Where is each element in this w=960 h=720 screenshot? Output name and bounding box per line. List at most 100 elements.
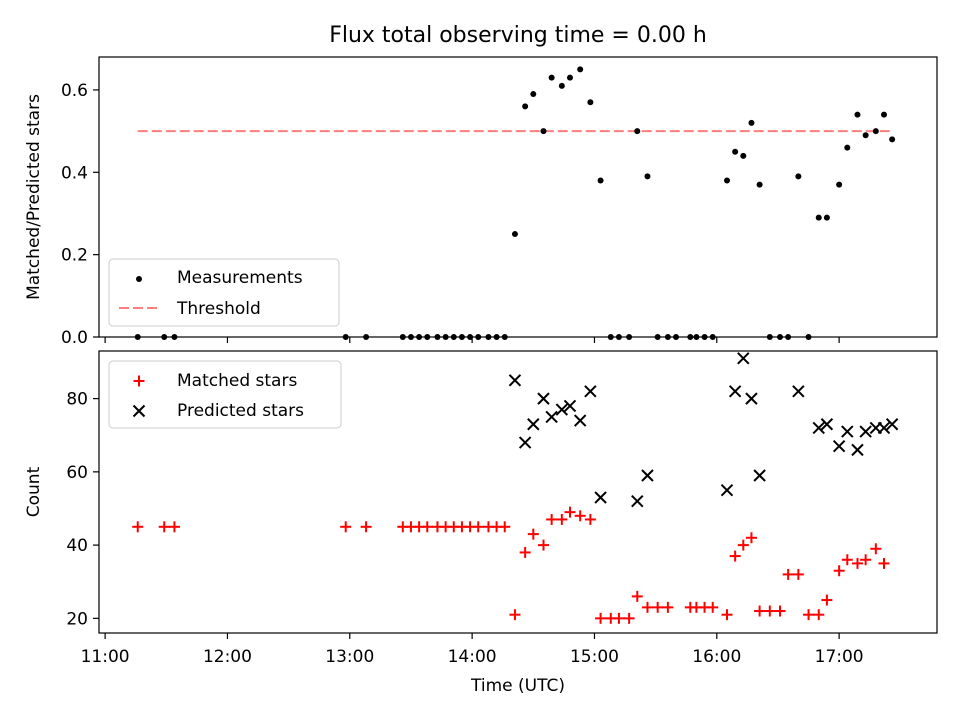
legend-predicted-label: Predicted stars xyxy=(177,401,304,421)
xtick-label: 12:00 xyxy=(203,647,252,667)
measurement-point xyxy=(889,136,896,143)
predicted-star-point xyxy=(508,374,522,387)
top-axes-frame xyxy=(98,56,938,338)
legend-measurements-label: Measurements xyxy=(177,268,303,288)
predicted-star-point xyxy=(573,414,587,427)
matched-star-point xyxy=(564,506,576,518)
predicted-star-point xyxy=(753,469,766,482)
bottom-legend-box xyxy=(108,360,342,429)
matched-star-point xyxy=(774,605,786,617)
matched-star-point xyxy=(860,554,872,566)
predicted-star-point xyxy=(792,385,805,398)
xlabel: Time (UTC) xyxy=(470,676,565,696)
measurement-point xyxy=(522,103,529,110)
predicted-star-point xyxy=(841,425,854,438)
predicted-star-point xyxy=(820,418,834,431)
legend-measurement-marker xyxy=(136,276,142,282)
xtick-label: 11:00 xyxy=(81,647,130,667)
xtick-label: 17:00 xyxy=(815,647,864,667)
matched-star-point xyxy=(833,565,845,577)
measurement-point xyxy=(815,214,822,221)
measurement-point xyxy=(485,334,492,340)
measurement-point xyxy=(434,334,441,340)
measurement-point xyxy=(644,173,651,180)
predicted-star-point xyxy=(885,418,899,431)
xtick-label: 16:00 xyxy=(692,647,741,667)
matched-star-point xyxy=(584,513,596,525)
matched-star-point xyxy=(499,521,511,533)
measurement-point xyxy=(416,334,423,340)
measurement-point xyxy=(399,334,406,340)
measurement-point xyxy=(424,334,431,340)
measurement-point xyxy=(805,334,812,340)
measurement-point xyxy=(732,148,739,155)
matched-star-point xyxy=(556,513,568,525)
matched-star-point xyxy=(803,609,815,621)
measurement-point xyxy=(587,99,594,106)
matched-star-point xyxy=(360,521,372,533)
measurement-point xyxy=(134,334,141,340)
matched-star-point xyxy=(870,543,882,555)
matched-star-point xyxy=(472,521,484,533)
matched-star-point xyxy=(792,568,804,580)
measurement-point xyxy=(766,334,773,340)
top-legend-box xyxy=(108,258,340,327)
measurement-point xyxy=(740,152,747,159)
top-plot-panel: 0.0 0.2 0.4 0.6 Matched/Predicted stars Measu… xyxy=(24,56,938,348)
measurement-point xyxy=(450,334,457,340)
xtick-label: 15:00 xyxy=(570,647,619,667)
bottom-ytick-label: 80 xyxy=(66,390,88,410)
matched-star-point xyxy=(821,594,833,606)
matched-star-point xyxy=(641,601,653,613)
measurement-point xyxy=(161,334,168,340)
measurement-point xyxy=(862,132,869,139)
legend-predicted-marker xyxy=(132,404,146,418)
predicted-star-point xyxy=(832,440,846,453)
legend-matched-marker xyxy=(133,375,145,387)
matched-star-point xyxy=(168,521,180,533)
xtick-label: 14:00 xyxy=(448,647,497,667)
bottom-axes-frame xyxy=(98,350,938,634)
measurement-point xyxy=(654,334,661,340)
measurement-point xyxy=(854,111,861,118)
measurement-point xyxy=(777,334,784,340)
measurement-point xyxy=(458,334,465,340)
measurement-point xyxy=(723,177,730,184)
predicted-star-point xyxy=(812,421,825,435)
top-ytick-label: 0.0 xyxy=(61,328,88,348)
matched-star-point xyxy=(132,521,144,533)
top-ytick-label: 0.4 xyxy=(61,163,88,183)
predicted-star-point xyxy=(641,469,654,482)
matched-star-point xyxy=(813,609,825,621)
matched-star-point xyxy=(613,612,625,624)
measurement-point xyxy=(342,334,349,340)
predicted-star-point xyxy=(537,392,550,405)
predicted-star-point xyxy=(545,410,558,424)
measurement-point xyxy=(687,334,694,340)
matched-star-point xyxy=(782,568,794,580)
matched-star-point xyxy=(340,521,352,533)
measurement-point xyxy=(558,82,565,89)
predicted-star-point xyxy=(877,421,891,435)
measurement-point xyxy=(844,144,851,151)
legend-matched-label: Matched stars xyxy=(177,371,297,391)
measurement-point xyxy=(511,231,518,238)
predicted-star-point xyxy=(859,425,872,438)
matched-star-point xyxy=(574,510,586,522)
matched-star-point xyxy=(652,601,664,613)
measurement-point xyxy=(880,111,887,118)
measurement-point xyxy=(577,66,584,73)
measurement-point xyxy=(171,334,178,340)
bottom-plot-panel: 20 40 60 80 Count 11:00 12:00 13:00 14:00 15:00 16… xyxy=(24,350,938,696)
top-ytick-label: 0.2 xyxy=(61,246,88,266)
measurement-point xyxy=(363,334,370,340)
measurement-point xyxy=(823,214,830,221)
measurement-point xyxy=(872,128,879,135)
measurement-point xyxy=(467,334,474,340)
top-legend: Measurements Threshold xyxy=(108,258,340,327)
matched-star-point xyxy=(509,609,521,621)
legend-threshold-label: Threshold xyxy=(176,299,261,319)
measurement-point xyxy=(756,181,763,188)
measurement-point xyxy=(501,334,508,340)
matched-star-point xyxy=(158,521,170,533)
